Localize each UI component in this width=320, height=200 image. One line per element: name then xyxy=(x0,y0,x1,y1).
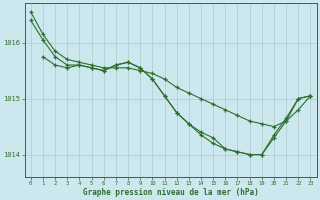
X-axis label: Graphe pression niveau de la mer (hPa): Graphe pression niveau de la mer (hPa) xyxy=(83,188,259,197)
